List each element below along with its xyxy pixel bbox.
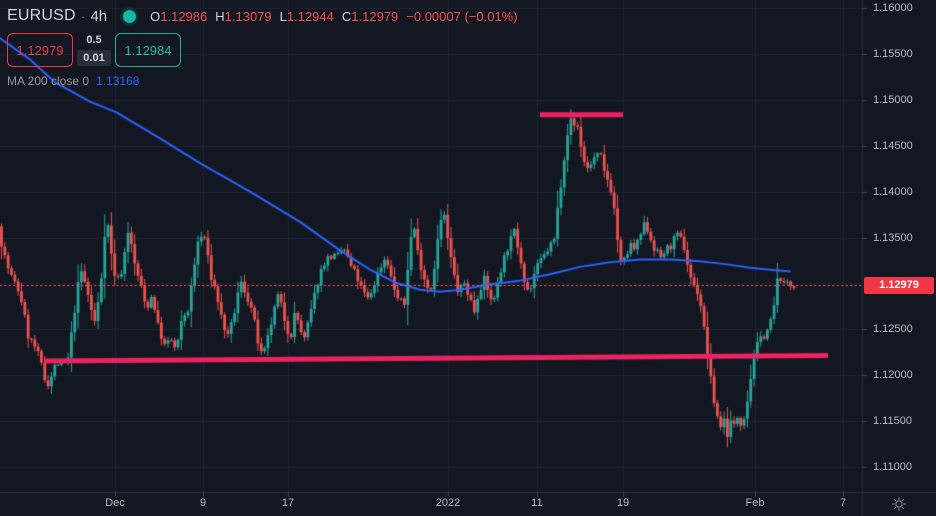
market-status-dot-icon[interactable]: [123, 9, 137, 23]
symbol-title[interactable]: EURUSD: [7, 7, 76, 24]
low-label: L: [279, 8, 287, 24]
symbol-interval-separator: ·: [80, 8, 86, 24]
lot-size-field[interactable]: 0.01: [77, 50, 111, 66]
spread-column: 0.5 0.01: [73, 33, 115, 67]
symbol-row: EURUSD · 4h O1.12986 H1.13079 L1.12944 C…: [7, 4, 518, 28]
price-tick-label: 1.12500: [873, 323, 913, 336]
time-tick-label: 9: [199, 497, 207, 509]
spread-value: 0.5: [86, 34, 102, 46]
time-tick-label: 7: [839, 497, 847, 509]
time-tick-label: 2022: [435, 497, 461, 509]
close-value: 1.12979: [351, 8, 399, 24]
price-tick-label: 1.16000: [873, 2, 913, 14]
trade-panel: 1.12979 0.5 0.01 1.12984: [7, 33, 518, 67]
price-tick-label: 1.15000: [873, 93, 913, 106]
buy-button[interactable]: 1.12984: [115, 33, 181, 67]
price-tick-label: 1.11000: [873, 461, 912, 473]
price-axis[interactable]: 1.12979 1.16000 1.15500 1.15000 1.14500 1.14…: [862, 0, 936, 492]
time-tick-label: 19: [616, 497, 630, 509]
price-tick-label: 1.13500: [873, 231, 913, 244]
time-axis[interactable]: Dec 9 17 2022 11 19 Feb 7: [0, 492, 862, 516]
price-tick-label: 1.12000: [873, 369, 913, 382]
axis-settings-gear-icon[interactable]: [891, 496, 907, 512]
price-tick-label: 1.14500: [873, 139, 913, 152]
time-tick-label: Feb: [745, 497, 765, 509]
high-value: 1.13079: [224, 8, 272, 24]
open-label: O: [150, 8, 161, 24]
sell-button[interactable]: 1.12979: [7, 33, 73, 67]
interval-label[interactable]: 4h: [90, 7, 108, 25]
ohlc-values: O1.12986 H1.13079 L1.12944 C1.12979 −0.0…: [150, 9, 517, 24]
price-tick-label: 1.14000: [873, 185, 913, 198]
open-value: 1.12986: [160, 8, 208, 24]
price-tick-label: 1.15500: [873, 47, 913, 60]
ma-legend-label: MA 200 close 0: [7, 74, 90, 88]
last-price-label: 1.12979: [864, 276, 934, 294]
close-label: C: [341, 8, 352, 24]
high-label: H: [215, 8, 225, 24]
price-tick-label: 1.11500: [873, 415, 912, 428]
time-tick-label: 17: [281, 497, 295, 509]
time-tick-label: 11: [531, 497, 543, 509]
ma-legend-value: 1.13168: [96, 74, 140, 88]
change-value: −0.00007 (−0.01%): [406, 8, 518, 24]
time-tick-label: Dec: [105, 497, 125, 509]
ma-legend-row[interactable]: MA 200 close 0 1.13168: [7, 74, 518, 88]
axis-settings-corner[interactable]: [862, 492, 936, 516]
low-value: 1.12944: [286, 8, 334, 24]
chart-legend: EURUSD · 4h O1.12986 H1.13079 L1.12944 C…: [7, 4, 518, 88]
